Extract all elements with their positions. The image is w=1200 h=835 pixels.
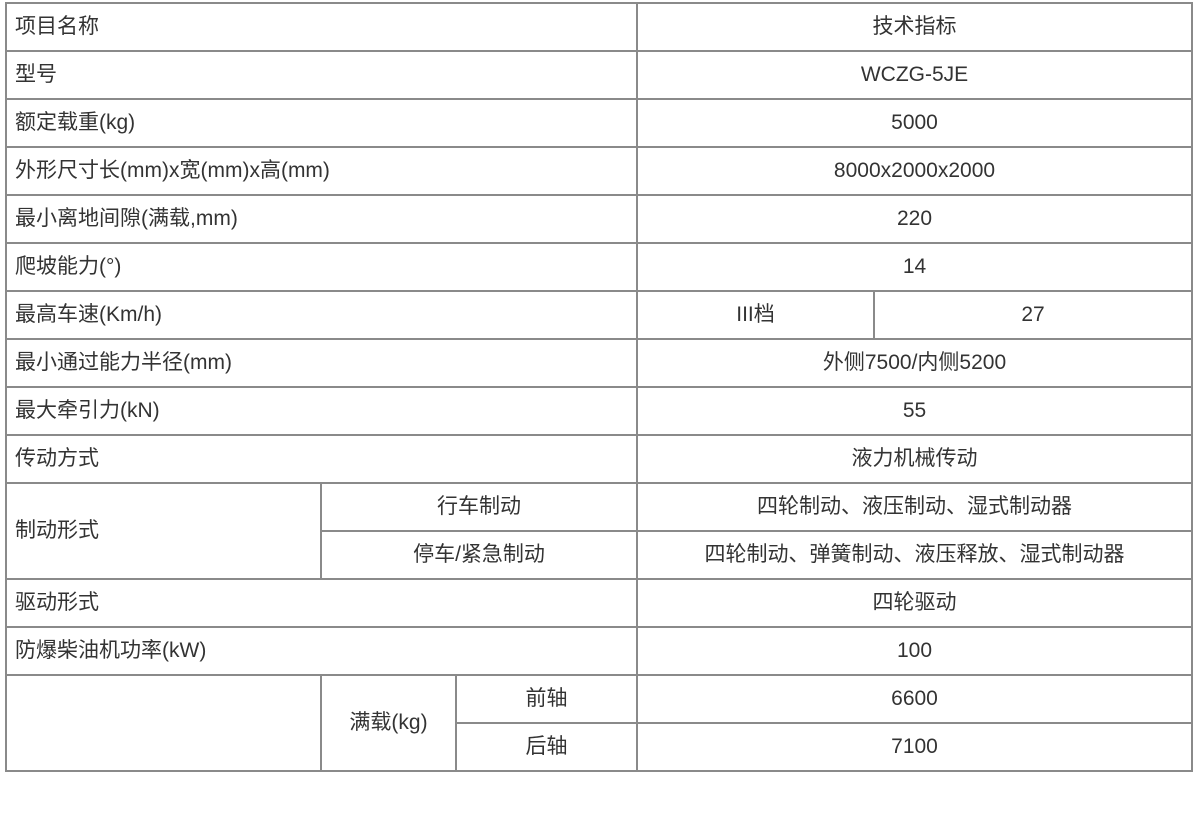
row-label-max-traction: 最大牵引力(kN) — [5, 386, 638, 436]
table-row-axle-front: 满载(kg) 前轴 6600 — [5, 674, 1193, 772]
row-label-drive-type: 驱动形式 — [5, 578, 638, 628]
table-row-axle-rear: 后轴 7100 — [6, 722, 1193, 772]
row-label-ground-clearance: 最小离地间隙(满载,mm) — [5, 194, 638, 244]
row-sublabel-service-brake: 行车制动 — [320, 482, 638, 532]
row-label-brake-type: 制动形式 — [5, 482, 322, 580]
table-row-ground-clearance: 最小离地间隙(满载,mm) 220 — [5, 194, 1193, 244]
table-row-brake-parking: 停车/紧急制动 四轮制动、弹簧制动、液压释放、湿式制动器 — [6, 530, 1193, 580]
row-value-rated-load: 5000 — [636, 98, 1193, 148]
row-label-dimensions: 外形尺寸长(mm)x宽(mm)x高(mm) — [5, 146, 638, 196]
table-row-transmission: 传动方式 液力机械传动 — [5, 434, 1193, 484]
row-grouplabel-full-load: 满载(kg) — [320, 674, 457, 772]
row-label-model: 型号 — [5, 50, 638, 100]
table-row-header: 项目名称 技术指标 — [5, 2, 1193, 52]
row-sublabel-rear-axle: 后轴 — [455, 722, 638, 772]
table-row-gradeability: 爬坡能力(°) 14 — [5, 242, 1193, 292]
row-sublabel-parking-brake: 停车/紧急制动 — [320, 530, 638, 580]
table-row-max-speed: 最高车速(Km/h) III档 27 — [5, 290, 1193, 340]
header-label-project-name: 项目名称 — [5, 2, 638, 52]
row-value-transmission: 液力机械传动 — [636, 434, 1193, 484]
row-value-engine-power: 100 — [636, 626, 1193, 676]
row-sublabel-front-axle: 前轴 — [455, 674, 638, 724]
table-row-drive-type: 驱动形式 四轮驱动 — [5, 578, 1193, 628]
table-row-brake-service: 制动形式 行车制动 四轮制动、液压制动、湿式制动器 — [5, 482, 1193, 580]
row-value-dimensions: 8000x2000x2000 — [636, 146, 1193, 196]
table-row-max-traction: 最大牵引力(kN) 55 — [5, 386, 1193, 436]
row-value-model: WCZG-5JE — [636, 50, 1193, 100]
table-row-model: 型号 WCZG-5JE — [5, 50, 1193, 100]
row-value-max-traction: 55 — [636, 386, 1193, 436]
header-label-technical-index: 技术指标 — [636, 2, 1193, 52]
table-row-rated-load: 额定载重(kg) 5000 — [5, 98, 1193, 148]
row-label-engine-power: 防爆柴油机功率(kW) — [5, 626, 638, 676]
row-value-service-brake: 四轮制动、液压制动、湿式制动器 — [636, 482, 1193, 532]
table-row-turning-radius: 最小通过能力半径(mm) 外侧7500/内侧5200 — [5, 338, 1193, 388]
technical-spec-table: 项目名称 技术指标 型号 WCZG-5JE 额定载重(kg) 5000 外形尺寸… — [5, 2, 1193, 772]
row-label-turning-radius: 最小通过能力半径(mm) — [5, 338, 638, 388]
row-value-max-speed: 27 — [873, 290, 1193, 340]
row-value-rear-axle: 7100 — [636, 722, 1193, 772]
row-label-axle-blank — [5, 674, 322, 772]
row-value-drive-type: 四轮驱动 — [636, 578, 1193, 628]
row-value-parking-brake: 四轮制动、弹簧制动、液压释放、湿式制动器 — [636, 530, 1193, 580]
row-value-turning-radius: 外侧7500/内侧5200 — [636, 338, 1193, 388]
row-label-max-speed: 最高车速(Km/h) — [5, 290, 638, 340]
spec-table-container: 项目名称 技术指标 型号 WCZG-5JE 额定载重(kg) 5000 外形尺寸… — [5, 2, 1193, 772]
table-row-dimensions: 外形尺寸长(mm)x宽(mm)x高(mm) 8000x2000x2000 — [5, 146, 1193, 196]
row-value-front-axle: 6600 — [636, 674, 1193, 724]
row-label-gradeability: 爬坡能力(°) — [5, 242, 638, 292]
row-label-transmission: 传动方式 — [5, 434, 638, 484]
table-row-engine-power: 防爆柴油机功率(kW) 100 — [5, 626, 1193, 676]
row-label-rated-load: 额定载重(kg) — [5, 98, 638, 148]
row-gear-max-speed: III档 — [636, 290, 875, 340]
row-value-gradeability: 14 — [636, 242, 1193, 292]
row-value-ground-clearance: 220 — [636, 194, 1193, 244]
